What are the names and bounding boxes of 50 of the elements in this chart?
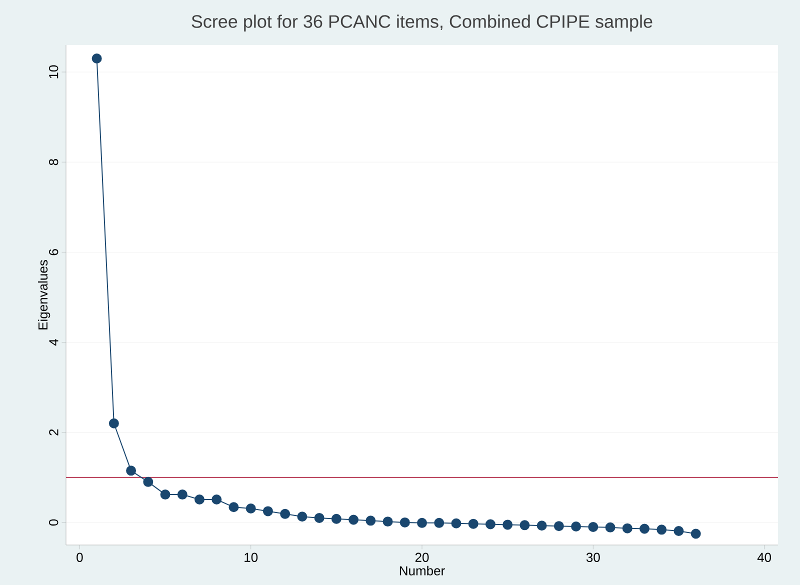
point — [348, 514, 359, 525]
point — [417, 518, 428, 528]
point — [451, 518, 462, 528]
chart-title: Scree plot for 36 PCANC items, Combined CPIPE sample — [192, 14, 652, 32]
x-tick-label: 10 — [244, 552, 258, 562]
x-tick-label: 40 — [757, 552, 772, 562]
point — [382, 516, 393, 527]
point — [690, 528, 701, 539]
point — [588, 522, 598, 532]
point — [485, 519, 496, 530]
point — [366, 516, 376, 526]
y-tick-label: 10 — [49, 65, 58, 78]
point — [502, 520, 513, 530]
point — [92, 54, 102, 64]
y-axis-title: Eigenvalues — [38, 260, 50, 330]
point — [400, 517, 410, 528]
point — [143, 476, 154, 487]
point — [314, 512, 324, 523]
point — [246, 504, 256, 514]
point — [297, 512, 308, 522]
point — [177, 490, 188, 500]
point — [656, 524, 667, 535]
point — [212, 494, 222, 504]
x-tick-label: 20 — [415, 552, 429, 562]
y-tick-label: 4 — [49, 339, 58, 346]
y-tick-label: 2 — [49, 429, 58, 436]
point — [554, 521, 564, 532]
point — [160, 490, 170, 500]
y-tick-label: 8 — [49, 159, 58, 166]
point — [280, 508, 290, 519]
point — [605, 522, 616, 532]
y-tick-label: 0 — [49, 519, 58, 526]
point — [108, 418, 119, 428]
x-axis-title: Number — [400, 566, 445, 576]
point — [571, 522, 582, 532]
point — [434, 518, 444, 528]
point — [622, 523, 632, 534]
point — [262, 506, 273, 516]
point — [536, 520, 547, 531]
point — [468, 518, 478, 529]
point — [331, 514, 342, 524]
x-tick-label: 0 — [76, 552, 83, 562]
y-tick-label: 6 — [49, 249, 58, 256]
point — [126, 466, 136, 476]
point — [640, 524, 650, 534]
point — [520, 520, 530, 530]
x-tick-label: 30 — [586, 552, 600, 562]
point — [194, 494, 205, 504]
point — [674, 526, 684, 536]
point — [228, 502, 239, 512]
